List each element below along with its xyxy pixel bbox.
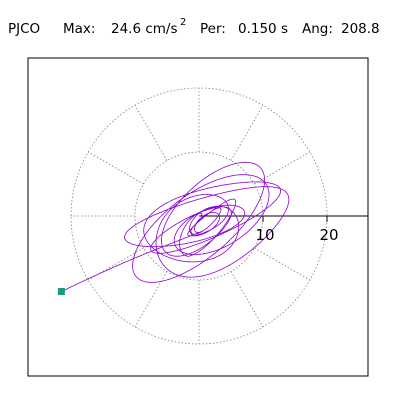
angle-value: 208.8 — [341, 21, 380, 37]
grid-spoke-150 — [87, 151, 144, 185]
max-unit-exponent: 2 — [180, 17, 186, 28]
grid-spoke-300 — [230, 271, 264, 328]
chart-header: PJCO Max: 24.6 cm/s 2 Per: 0.150 s Ang: … — [8, 17, 380, 37]
axes — [199, 215, 368, 222]
tick-labels: 10 20 — [255, 226, 338, 244]
grid-spoke-60 — [230, 104, 264, 161]
grid-spoke-240 — [134, 271, 168, 328]
max-value: 24.6 cm/s — [111, 21, 178, 37]
angle-label: Ang: — [302, 21, 333, 37]
max-label: Max: — [63, 21, 95, 37]
motion-trace — [61, 161, 290, 292]
peak-marker — [57, 288, 65, 296]
station-code: PJCO — [8, 21, 40, 37]
grid-spoke-30 — [254, 151, 311, 185]
tick-label-20: 20 — [319, 226, 338, 244]
grid-spoke-330 — [254, 247, 311, 281]
plot-frame — [27, 57, 369, 377]
period-value: 0.150 s — [238, 21, 288, 37]
period-label: Per: — [200, 21, 226, 37]
grid-spoke-120 — [134, 104, 168, 161]
peak-marker-group — [57, 288, 65, 296]
motion-trace-group — [61, 161, 290, 292]
tick-label-10: 10 — [255, 226, 274, 244]
